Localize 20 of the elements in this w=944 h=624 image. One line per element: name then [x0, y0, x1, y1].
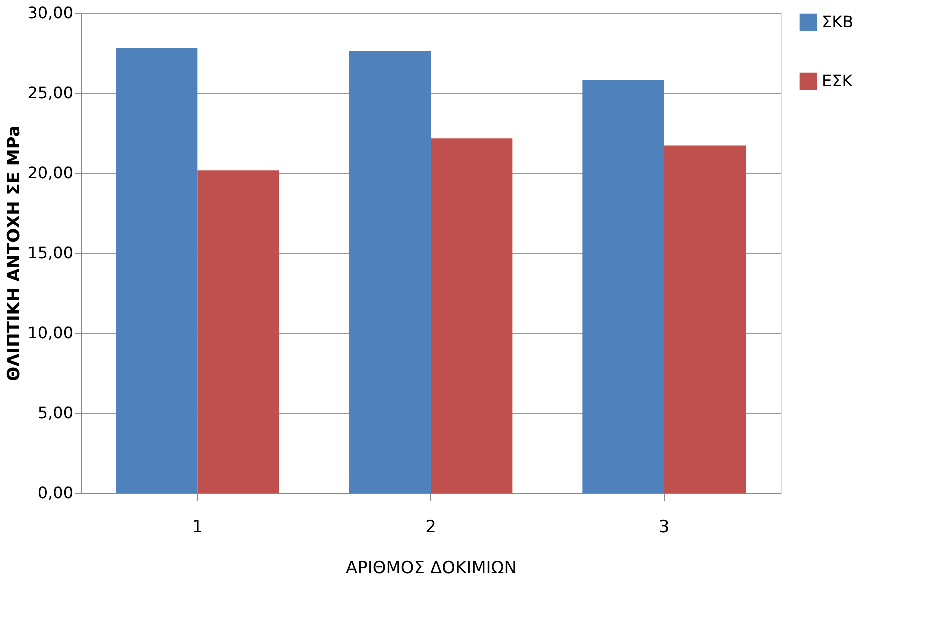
y-tick-label: 30,00	[28, 4, 74, 22]
y-tick-label: 15,00	[28, 244, 74, 262]
bar	[116, 48, 198, 493]
legend-label: ΣΚΒ	[822, 12, 854, 32]
x-tick-label: 2	[426, 518, 436, 538]
bar	[664, 146, 746, 493]
bar	[582, 80, 664, 493]
bar	[349, 51, 431, 493]
y-tick-label: 20,00	[28, 164, 74, 182]
bar	[198, 170, 280, 493]
x-tick-label: 3	[658, 518, 670, 538]
y-tick-label: 5,00	[38, 404, 74, 422]
bar	[431, 138, 513, 493]
x-tick-label: 1	[192, 518, 204, 538]
legend-label: ΕΣΚ	[822, 72, 854, 90]
y-tick-label: 10,00	[28, 324, 74, 342]
y-tick-label: 0,00	[38, 484, 74, 502]
x-axis-title: ΑΡΙΘΜΟΣ ΔΟΚΙΜΙΩΝ	[346, 558, 518, 578]
y-axis-title: ΘΛΙΠΤΙΚΗ ΑΝΤΟΧΗ ΣΕ MPa	[4, 126, 25, 382]
y-tick-label: 25,00	[28, 84, 74, 102]
